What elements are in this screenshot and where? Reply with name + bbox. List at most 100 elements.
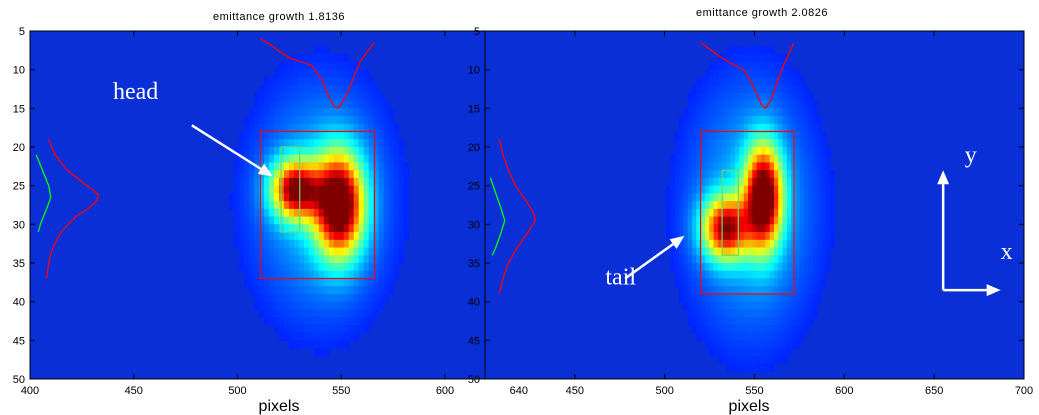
heatmap-cell <box>700 286 706 295</box>
heatmap-cell <box>778 324 784 334</box>
heatmap-cell <box>795 255 801 264</box>
heatmap-cell <box>254 123 260 133</box>
heatmap-cell <box>283 263 290 272</box>
heatmap-cell <box>696 185 702 194</box>
heatmap-cell <box>288 77 295 86</box>
heatmap-cell <box>735 154 741 164</box>
heatmap-cell <box>666 216 672 225</box>
heatmap-cell <box>782 147 788 156</box>
heatmap-cell <box>274 162 280 171</box>
annotation-arrow <box>191 124 262 170</box>
heatmap-cell <box>313 239 320 249</box>
heatmap-cell <box>274 263 280 272</box>
heatmap-cell <box>821 139 827 148</box>
heatmap-cell <box>773 61 779 71</box>
heatmap-cell <box>269 185 275 194</box>
heatmap-cell <box>358 123 365 133</box>
heatmap-cell <box>378 92 385 102</box>
heatmap-cell <box>717 278 723 287</box>
heatmap-cell <box>743 293 749 303</box>
heatmap-cell <box>799 239 805 249</box>
heatmap-cell <box>804 147 809 156</box>
heatmap-cell <box>363 77 370 86</box>
heatmap-cell <box>318 263 325 272</box>
heatmap-cell <box>735 162 741 171</box>
heatmap-cell <box>773 131 779 140</box>
heatmap-cell <box>704 324 710 334</box>
heatmap-cell <box>368 216 375 225</box>
heatmap-cell <box>368 170 375 179</box>
heatmap-cell <box>722 177 728 187</box>
heatmap-cell <box>298 232 305 241</box>
heatmap-cell <box>249 154 255 164</box>
heatmap-cell <box>368 309 375 318</box>
heatmap-cell <box>765 108 771 117</box>
heatmap-cell <box>318 147 325 156</box>
heatmap-cell <box>769 355 775 365</box>
heatmap-cell <box>269 317 275 326</box>
x-tick-label: 450 <box>566 385 584 397</box>
heatmap-cell <box>244 131 250 140</box>
heatmap-cell <box>804 177 809 187</box>
heatmap-cell <box>743 355 749 365</box>
heatmap-cell <box>353 185 360 194</box>
heatmap-cell <box>722 108 728 117</box>
heatmap-cell <box>239 147 245 156</box>
heatmap-cell <box>786 100 792 109</box>
heatmap-cell <box>756 216 762 225</box>
heatmap-cell <box>308 100 315 109</box>
heatmap-cell <box>769 85 775 94</box>
heatmap-cell <box>730 46 736 55</box>
heatmap-cell <box>739 293 745 303</box>
heatmap-cell <box>293 147 300 156</box>
heatmap-cell <box>333 77 340 86</box>
heatmap-cell <box>358 201 365 210</box>
heatmap-cell <box>691 309 697 318</box>
heatmap-cell <box>323 286 330 295</box>
heatmap-cell <box>298 69 305 78</box>
y-tick-label: 35 <box>468 258 480 270</box>
heatmap-cell <box>760 77 766 86</box>
heatmap-cell <box>259 201 265 210</box>
heatmap-cell <box>288 201 295 210</box>
heatmap-cell <box>696 293 702 303</box>
heatmap-cell <box>735 247 741 256</box>
heatmap-cell <box>691 270 697 280</box>
heatmap-cell <box>713 255 719 264</box>
heatmap-cell <box>373 100 380 109</box>
heatmap-cell <box>760 100 766 109</box>
heatmap-cell <box>795 286 801 295</box>
heatmap-cell <box>799 263 805 272</box>
heatmap-cell <box>709 270 715 280</box>
heatmap-cell <box>760 286 766 295</box>
heatmap-cell <box>812 154 818 164</box>
heatmap-cell <box>338 208 345 218</box>
heatmap-cell <box>343 255 350 264</box>
heatmap-cell <box>752 224 758 233</box>
heatmap-cell <box>713 154 719 164</box>
heatmap-cell <box>274 77 280 86</box>
heatmap-cell <box>717 177 723 187</box>
heatmap-cell <box>328 263 335 272</box>
heatmap-cell <box>368 177 375 187</box>
heatmap-cell <box>786 309 792 318</box>
heatmap-cell <box>388 170 395 179</box>
heatmap-cell <box>730 139 736 148</box>
heatmap-cell <box>769 46 775 55</box>
heatmap-cell <box>713 100 719 109</box>
heatmap-cell <box>274 208 280 218</box>
heatmap-cell <box>328 340 335 349</box>
heatmap-cell <box>825 193 831 202</box>
heatmap-cell <box>323 92 330 102</box>
heatmap-cell <box>760 123 766 133</box>
heatmap-cell <box>808 232 814 241</box>
heatmap-cell <box>713 139 719 148</box>
heatmap-cell <box>804 139 809 148</box>
heatmap-cell <box>269 278 275 287</box>
heatmap-cell <box>269 239 275 249</box>
heatmap-cell <box>279 263 285 272</box>
heatmap-cell <box>383 139 390 148</box>
heatmap-cell <box>298 293 305 303</box>
heatmap-cell <box>713 286 719 295</box>
heatmap-cell <box>821 147 827 156</box>
